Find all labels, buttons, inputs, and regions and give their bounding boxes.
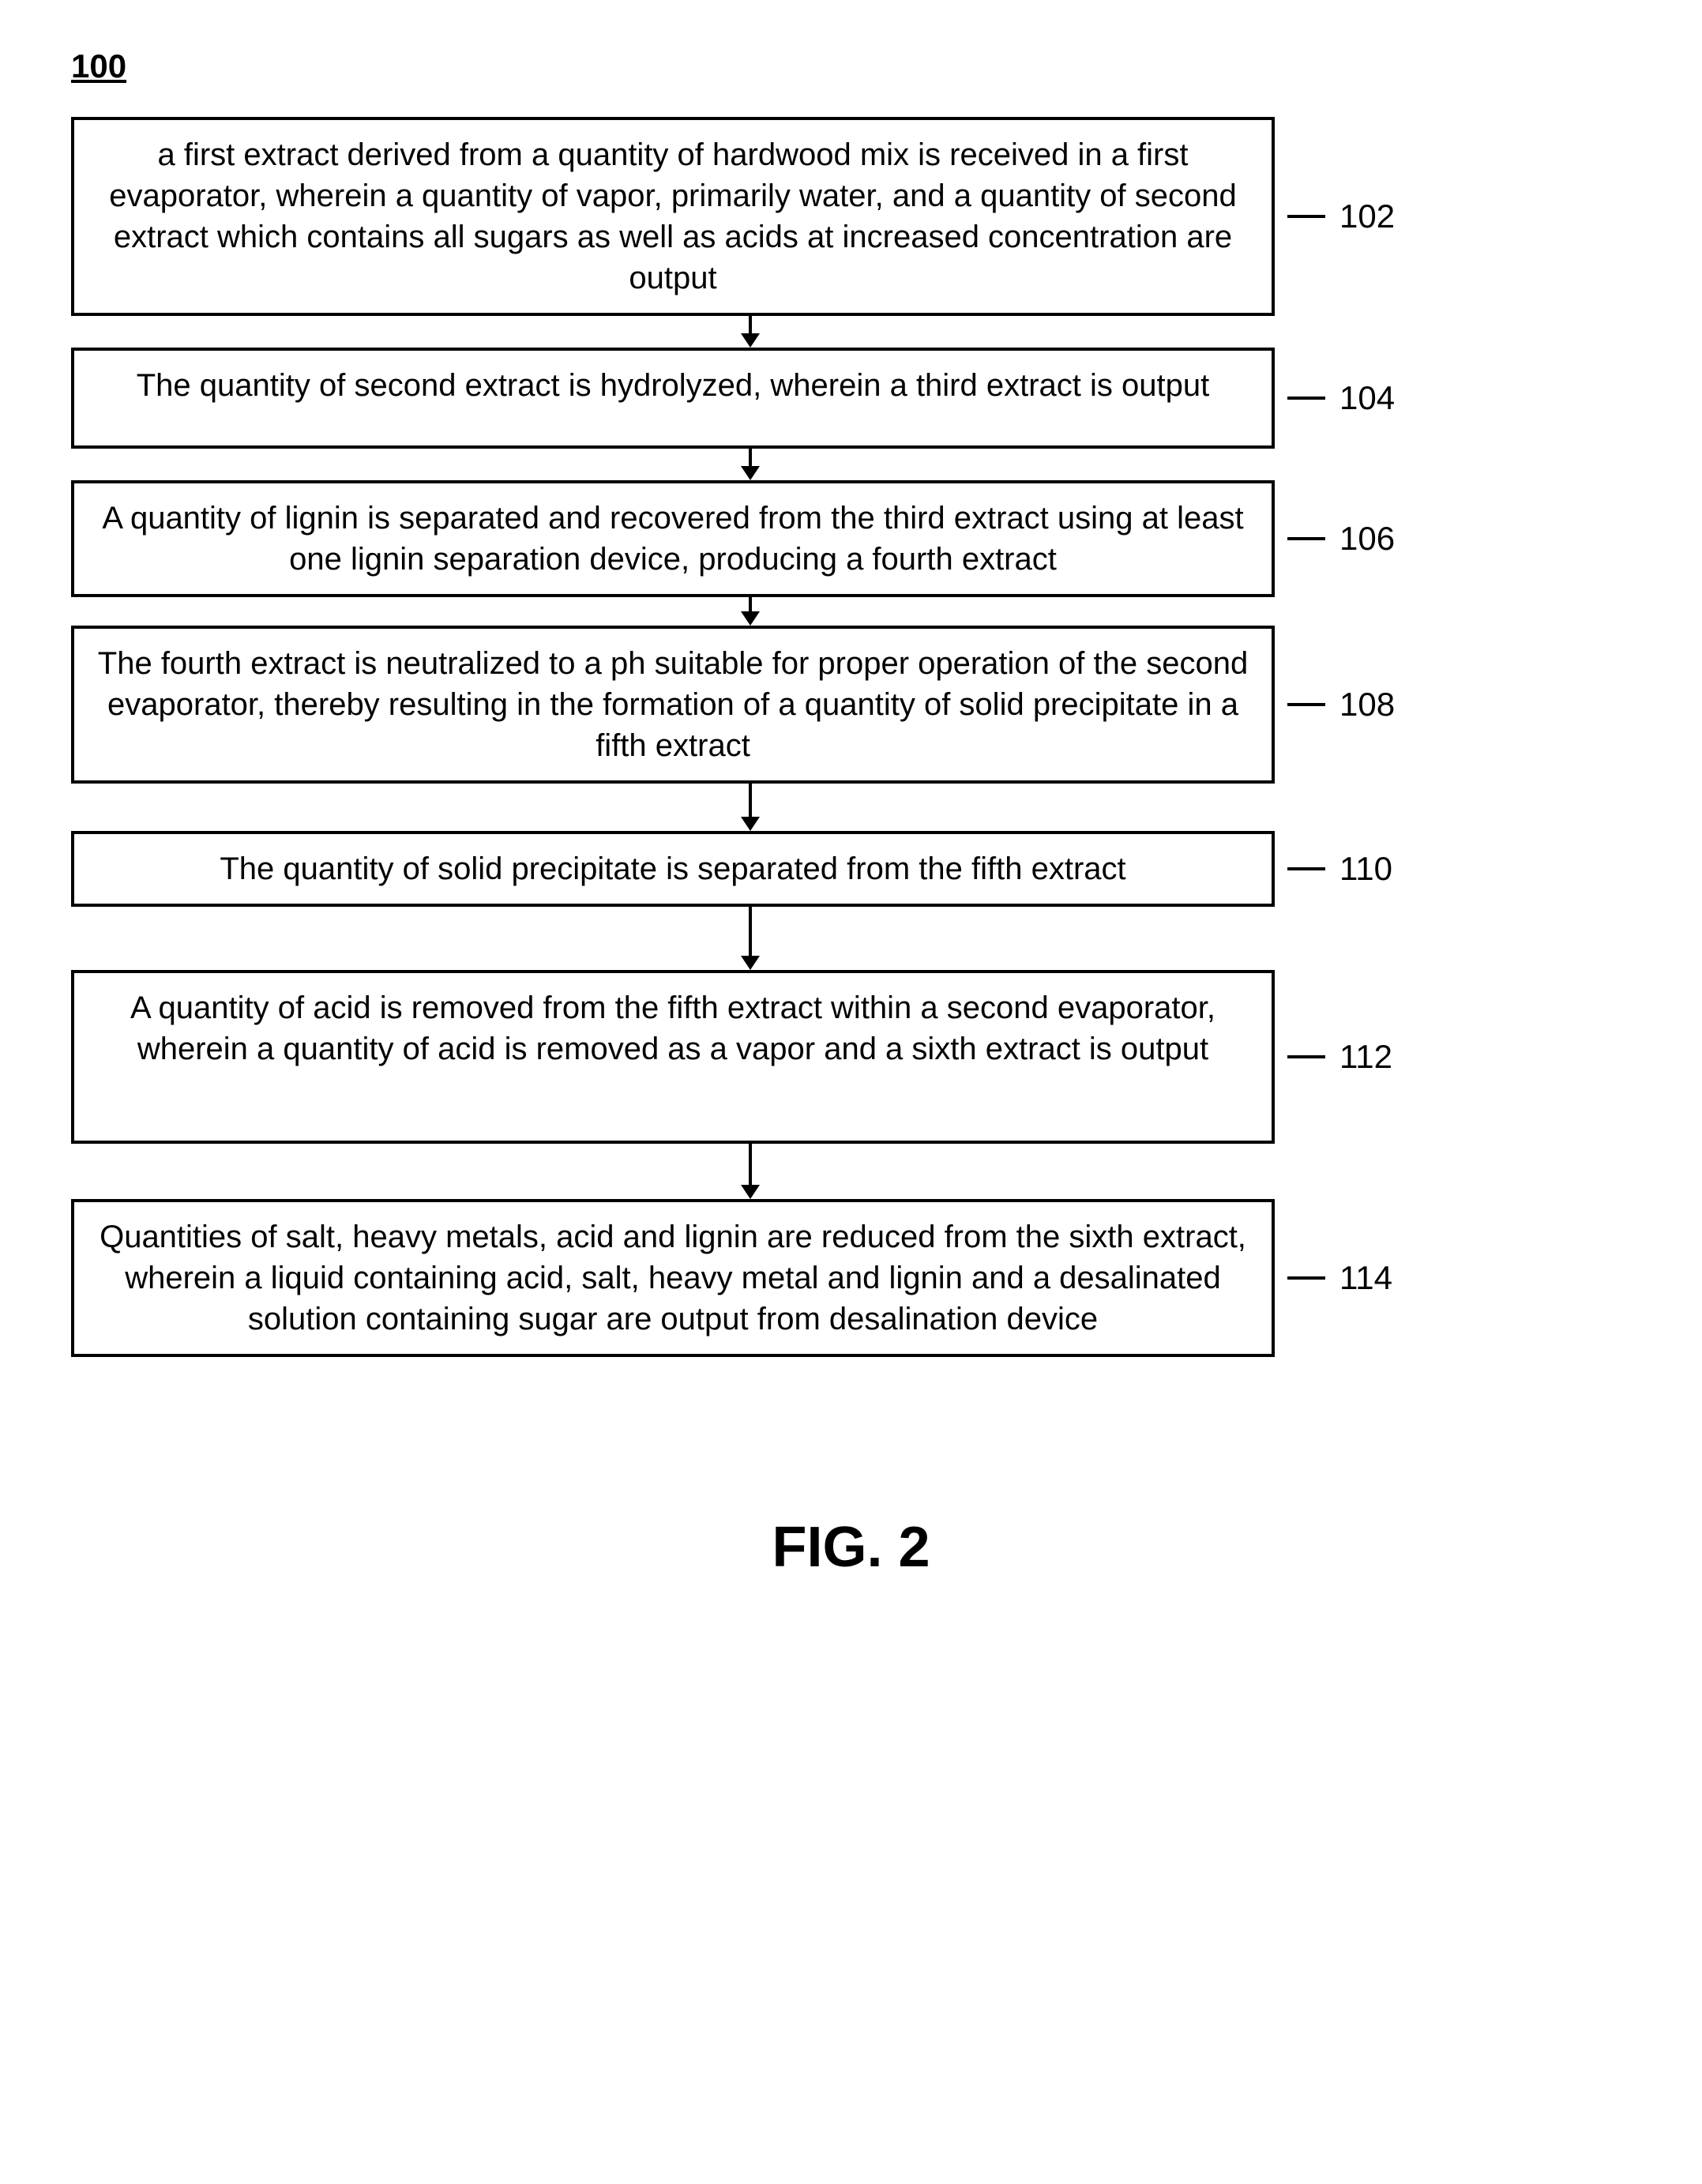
arrow-106-108 bbox=[71, 597, 1430, 626]
arrow-102-104 bbox=[71, 316, 1430, 348]
step-label-102: 102 bbox=[1339, 197, 1395, 235]
step-box-106: A quantity of lignin is separated and re… bbox=[71, 480, 1275, 597]
connector-dash bbox=[1287, 1276, 1325, 1280]
step-label-area-112: 112 bbox=[1275, 1038, 1430, 1076]
step-box-112: A quantity of acid is removed from the f… bbox=[71, 970, 1275, 1144]
step-row-112: A quantity of acid is removed from the f… bbox=[71, 970, 1430, 1144]
flowchart: a first extract derived from a quantity … bbox=[71, 117, 1430, 1357]
step-label-area-114: 114 bbox=[1275, 1259, 1430, 1297]
step-row-108: The fourth extract is neutralized to a p… bbox=[71, 626, 1430, 784]
arrow-104-106 bbox=[71, 449, 1430, 480]
step-label-114: 114 bbox=[1339, 1259, 1392, 1297]
step-box-114: Quantities of salt, heavy metals, acid a… bbox=[71, 1199, 1275, 1357]
connector-dash bbox=[1287, 215, 1325, 218]
step-label-110: 110 bbox=[1339, 850, 1392, 888]
step-box-108: The fourth extract is neutralized to a p… bbox=[71, 626, 1275, 784]
arrow-110-112 bbox=[71, 907, 1430, 970]
arrow-108-110 bbox=[71, 784, 1430, 831]
arrow-112-114 bbox=[71, 1144, 1430, 1199]
connector-dash bbox=[1287, 867, 1325, 870]
step-box-102: a first extract derived from a quantity … bbox=[71, 117, 1275, 316]
connector-dash bbox=[1287, 703, 1325, 706]
step-row-106: A quantity of lignin is separated and re… bbox=[71, 480, 1430, 597]
step-label-area-110: 110 bbox=[1275, 850, 1430, 888]
step-row-104: The quantity of second extract is hydrol… bbox=[71, 348, 1430, 449]
step-label-106: 106 bbox=[1339, 520, 1395, 558]
step-label-area-106: 106 bbox=[1275, 520, 1430, 558]
connector-dash bbox=[1287, 397, 1325, 400]
step-row-102: a first extract derived from a quantity … bbox=[71, 117, 1430, 316]
step-label-104: 104 bbox=[1339, 379, 1395, 417]
step-label-area-108: 108 bbox=[1275, 686, 1430, 724]
step-row-114: Quantities of salt, heavy metals, acid a… bbox=[71, 1199, 1430, 1357]
step-box-104: The quantity of second extract is hydrol… bbox=[71, 348, 1275, 449]
figure-number: 100 bbox=[71, 47, 1631, 85]
connector-dash bbox=[1287, 537, 1325, 540]
figure-title: FIG. 2 bbox=[71, 1515, 1631, 1580]
step-label-area-104: 104 bbox=[1275, 379, 1430, 417]
step-label-108: 108 bbox=[1339, 686, 1395, 724]
connector-dash bbox=[1287, 1055, 1325, 1058]
step-row-110: The quantity of solid precipitate is sep… bbox=[71, 831, 1430, 907]
step-label-area-102: 102 bbox=[1275, 197, 1430, 235]
step-box-110: The quantity of solid precipitate is sep… bbox=[71, 831, 1275, 907]
step-label-112: 112 bbox=[1339, 1038, 1392, 1076]
